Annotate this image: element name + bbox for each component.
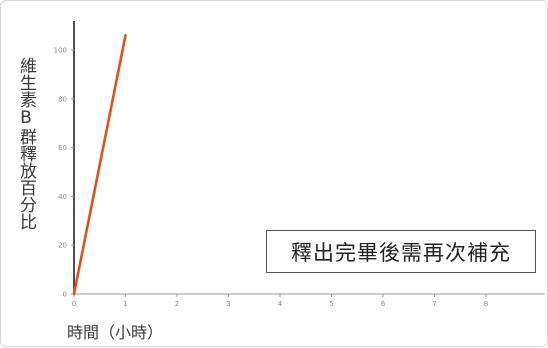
y-axis-label: 維生素B群釋放百分比 <box>16 57 36 230</box>
y-tick-label: 60 <box>58 144 67 152</box>
y-tick-label: 100 <box>54 47 67 55</box>
y-tick-label: 0 <box>63 291 67 299</box>
x-tick-label: 0 <box>72 300 76 308</box>
x-tick-label: 7 <box>432 300 436 308</box>
x-tick-label: 3 <box>226 300 230 308</box>
x-tick-label: 4 <box>278 300 283 308</box>
y-tick-label: 40 <box>58 193 67 201</box>
y-tick-label: 80 <box>58 95 67 103</box>
x-tick-label: 5 <box>329 300 333 308</box>
x-axis-label: 時間（小時） <box>67 323 164 342</box>
y-tick-label: 20 <box>58 242 67 250</box>
series-line <box>72 34 127 296</box>
x-tick-label: 8 <box>484 300 488 308</box>
x-tick-label: 1 <box>123 300 127 308</box>
x-tick-label: 6 <box>381 300 386 308</box>
x-tick-label: 2 <box>175 300 179 308</box>
annotation-callout: 釋出完畢後需再次補充 <box>266 230 536 273</box>
